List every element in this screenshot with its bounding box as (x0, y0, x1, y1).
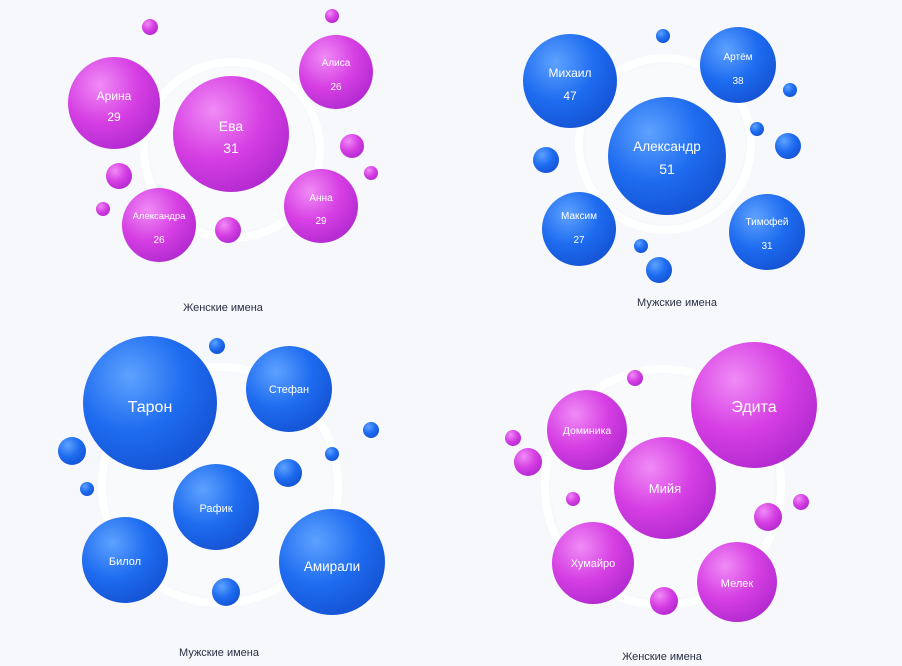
decor-dot (634, 239, 648, 253)
bubble-value: 31 (223, 140, 239, 156)
bubble-value: 38 (732, 76, 744, 87)
bubble-name: Мелек (721, 578, 754, 590)
bubble-chart-female-2: Эдита Доминика Мийя Хумайро Мелек (505, 342, 817, 622)
bubble: Михаил 47 (523, 34, 617, 128)
bubble: Амирали (279, 509, 385, 615)
bubble-name: Эдита (731, 399, 776, 416)
decor-dot (340, 134, 364, 158)
decor-dot (533, 147, 559, 173)
bubble-chart-male-2: Тарон Стефан Рафик Билол Амирали (58, 336, 385, 615)
bubble: Хумайро (552, 522, 634, 604)
bubble: Тарон (83, 336, 217, 470)
decor-dot (646, 257, 672, 283)
decor-dot (142, 19, 158, 35)
decor-dot (96, 202, 110, 216)
bubble: Анна 29 (284, 169, 358, 243)
bubble-name: Рафик (199, 503, 232, 515)
bubble-value: 51 (659, 161, 675, 177)
bubble-name: Мийя (649, 481, 681, 496)
decor-dot (274, 459, 302, 487)
bubble: Алиса 26 (299, 35, 373, 109)
bubble-value: 29 (315, 216, 327, 227)
decor-dot (793, 494, 809, 510)
bubble-value: 31 (761, 241, 773, 252)
bubble-value: 47 (563, 89, 577, 103)
decor-dot (325, 9, 339, 23)
bubble: Тимофей 31 (729, 194, 805, 270)
bubble: Мийя (614, 437, 716, 539)
bubble-name: Амирали (304, 559, 360, 574)
decor-dot (209, 338, 225, 354)
chart-caption: Женские имена (622, 651, 702, 663)
chart-caption: Мужские имена (637, 297, 717, 309)
bubble-value: 29 (107, 110, 121, 124)
decor-dot (754, 503, 782, 531)
bubble: Стефан (246, 346, 332, 432)
bubble-name: Анна (309, 193, 333, 204)
decor-dot (364, 166, 378, 180)
bubble-name: Ева (219, 118, 244, 134)
bubble: Ева 31 (173, 76, 289, 192)
bubble-name: Тимофей (745, 216, 788, 228)
bubble-name: Тарон (128, 399, 173, 416)
chart-caption: Женские имена (183, 302, 263, 314)
decor-dot (656, 29, 670, 43)
bubble-value: 27 (573, 235, 585, 246)
bubble: Арина 29 (68, 57, 160, 149)
decor-dot (566, 492, 580, 506)
decor-dot (775, 133, 801, 159)
decor-dot (363, 422, 379, 438)
bubble-name: Михаил (549, 66, 592, 80)
bubble: Рафик (173, 464, 259, 550)
decor-dot (783, 83, 797, 97)
bubble: Артём 38 (700, 27, 776, 103)
bubble-name: Хумайро (571, 558, 616, 570)
decor-dot (750, 122, 764, 136)
chart-panel-female-1: Ева 31 Арина 29 Алиса 26 Анна 29 Александра 2… (0, 0, 451, 333)
bubble: Доминика (547, 390, 627, 470)
chart-caption: Мужские имена (179, 647, 259, 659)
bubble: Эдита (691, 342, 817, 468)
bubble-value: 26 (330, 82, 342, 93)
decor-dot (627, 370, 643, 386)
bubble-name: Александр (633, 139, 701, 154)
decor-dot (80, 482, 94, 496)
bubble-name: Артём (723, 52, 752, 63)
bubble: Александра 26 (122, 188, 196, 262)
decor-dot (212, 578, 240, 606)
bubble-name: Билол (109, 556, 141, 568)
bubble-name: Александра (133, 211, 187, 222)
bubble: Мелек (697, 542, 777, 622)
chart-panel-male-2: Тарон Стефан Рафик Билол Амирали Мужские… (0, 333, 451, 666)
bubble-name: Максим (561, 211, 597, 222)
bubble-name: Алиса (322, 58, 351, 69)
bubble-name: Стефан (269, 384, 309, 396)
decor-dot (514, 448, 542, 476)
decor-dot (106, 163, 132, 189)
decor-dot (215, 217, 241, 243)
chart-panel-male-1: Александр 51 Михаил 47 Артём 38 Максим 27 Ти… (451, 0, 902, 333)
bubble: Максим 27 (542, 192, 616, 266)
decor-dot (58, 437, 86, 465)
bubble: Александр 51 (608, 97, 726, 215)
bubble-chart-female-1: Ева 31 Арина 29 Алиса 26 Анна 29 Александра 2… (68, 9, 378, 262)
decor-dot (650, 587, 678, 615)
bubble-chart-male-1: Александр 51 Михаил 47 Артём 38 Максим 27 Ти… (523, 27, 805, 283)
bubble-name: Доминика (563, 425, 612, 437)
chart-panel-female-2: Эдита Доминика Мийя Хумайро Мелек Женски… (451, 333, 902, 666)
decor-dot (505, 430, 521, 446)
decor-dot (325, 447, 339, 461)
bubble-name: Арина (97, 89, 132, 103)
bubble-value: 26 (153, 235, 165, 246)
bubble: Билол (82, 517, 168, 603)
